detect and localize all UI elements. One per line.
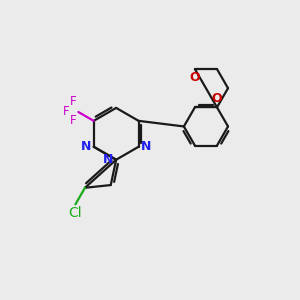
Text: F: F	[63, 105, 69, 118]
Text: F: F	[69, 95, 76, 108]
Text: O: O	[190, 71, 200, 84]
Text: N: N	[103, 153, 113, 166]
Text: O: O	[212, 92, 222, 105]
Text: N: N	[81, 140, 91, 153]
Text: N: N	[141, 140, 151, 153]
Text: F: F	[69, 114, 76, 127]
Text: Cl: Cl	[69, 206, 82, 220]
